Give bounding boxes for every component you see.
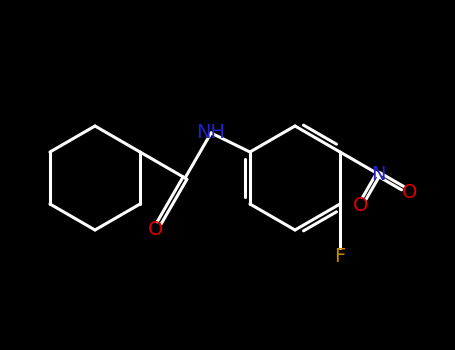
Text: O: O [402,183,417,202]
Text: F: F [334,247,346,266]
Text: NH: NH [197,124,226,142]
Text: N: N [371,164,385,184]
Text: O: O [353,196,368,215]
Text: O: O [147,220,163,239]
